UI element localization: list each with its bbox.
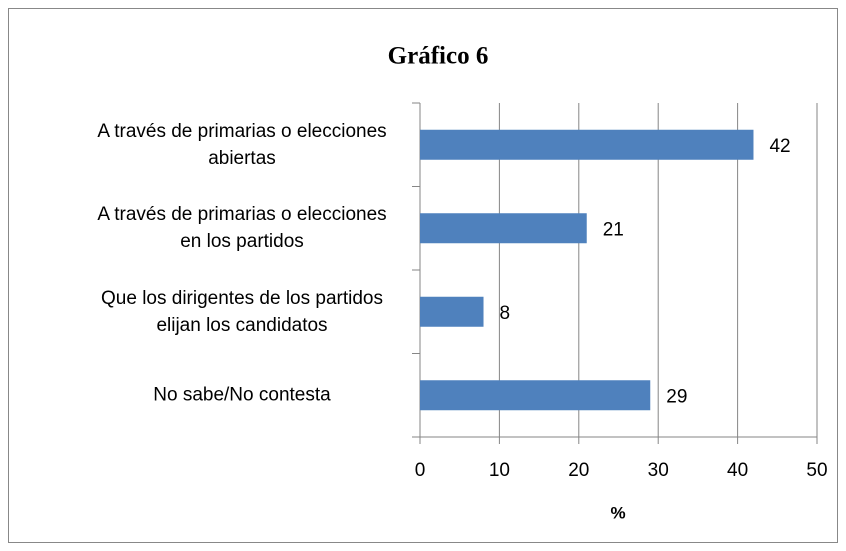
x-tick-label: 40 xyxy=(727,460,748,481)
chart-title: Gráfico 6 xyxy=(388,43,489,70)
y-tick-label: A través de primarias o elecciones en lo… xyxy=(97,204,387,253)
data-label: 8 xyxy=(500,303,511,324)
bar xyxy=(420,380,651,411)
x-tick-label: 50 xyxy=(806,460,827,481)
bar xyxy=(420,213,587,244)
x-tick-label: 30 xyxy=(648,460,669,481)
data-label: 42 xyxy=(769,136,790,157)
bar xyxy=(420,129,754,160)
y-tick-label: Que los dirigentes de los partidos elija… xyxy=(101,287,383,336)
y-tick-label: No sabe/No contesta xyxy=(153,384,331,406)
x-axis-label: % xyxy=(610,503,625,522)
data-label: 21 xyxy=(603,219,624,240)
bar xyxy=(420,296,484,327)
chart-border xyxy=(8,8,838,543)
data-label: 29 xyxy=(666,386,687,407)
x-tick-label: 20 xyxy=(568,460,589,481)
x-tick-label: 0 xyxy=(415,460,426,481)
y-tick-label: A través de primarias o elecciones abier… xyxy=(97,120,387,169)
x-tick-label: 10 xyxy=(489,460,510,481)
